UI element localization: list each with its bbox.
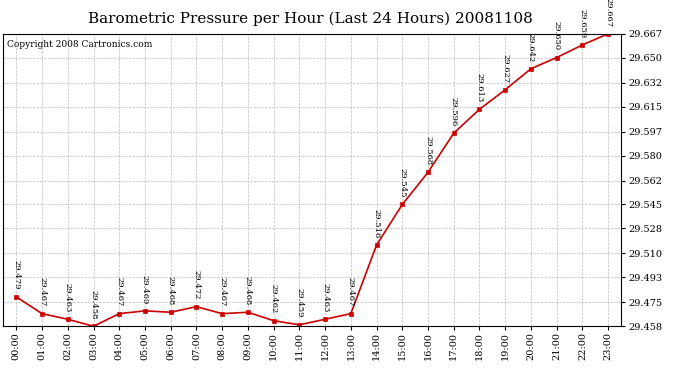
- Text: 29.462: 29.462: [270, 285, 277, 314]
- Text: 29.468: 29.468: [244, 276, 252, 305]
- Text: 29.468: 29.468: [167, 276, 175, 305]
- Text: 29.642: 29.642: [527, 33, 535, 62]
- Text: 29.650: 29.650: [553, 21, 561, 51]
- Text: 29.469: 29.469: [141, 274, 149, 304]
- Text: Copyright 2008 Cartronics.com: Copyright 2008 Cartronics.com: [6, 40, 152, 49]
- Text: 29.545: 29.545: [398, 168, 406, 198]
- Text: 29.463: 29.463: [63, 283, 72, 312]
- Text: 29.667: 29.667: [604, 0, 612, 27]
- Text: 29.659: 29.659: [578, 9, 586, 38]
- Text: 29.459: 29.459: [295, 288, 304, 318]
- Text: 29.472: 29.472: [193, 270, 200, 300]
- Text: Barometric Pressure per Hour (Last 24 Hours) 20081108: Barometric Pressure per Hour (Last 24 Ho…: [88, 11, 533, 26]
- Text: 29.463: 29.463: [321, 283, 329, 312]
- Text: 29.467: 29.467: [347, 278, 355, 307]
- Text: 29.568: 29.568: [424, 136, 432, 165]
- Text: 29.467: 29.467: [218, 278, 226, 307]
- Text: 29.613: 29.613: [475, 73, 484, 102]
- Text: 29.596: 29.596: [450, 97, 457, 126]
- Text: 29.627: 29.627: [501, 54, 509, 83]
- Text: 29.516: 29.516: [373, 209, 381, 238]
- Text: 29.467: 29.467: [38, 278, 46, 307]
- Text: 29.479: 29.479: [12, 260, 20, 290]
- Text: 29.458: 29.458: [90, 290, 97, 319]
- Text: 29.467: 29.467: [115, 278, 124, 307]
